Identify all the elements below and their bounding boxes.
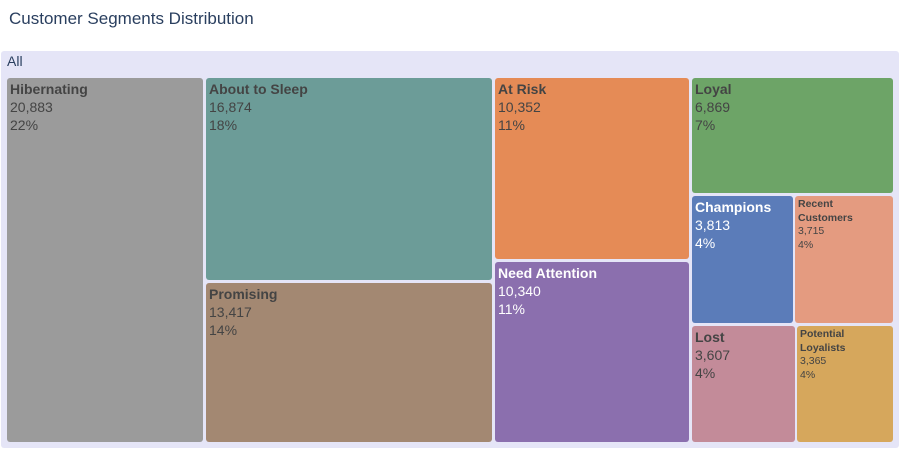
tile-at-risk[interactable]: At Risk 10,352 11% xyxy=(495,78,689,259)
tile-label: Promising xyxy=(209,286,278,302)
tile-percent: 4% xyxy=(798,238,814,251)
tile-recent-customers[interactable]: Recent Customers 3,715 4% xyxy=(795,196,893,323)
tile-lost[interactable]: Lost 3,607 4% xyxy=(692,326,795,442)
tile-percent: 14% xyxy=(209,322,238,338)
tile-promising[interactable]: Promising 13,417 14% xyxy=(206,283,492,442)
tile-loyal[interactable]: Loyal 6,869 7% xyxy=(692,78,893,193)
tile-value: 6,869 xyxy=(695,99,731,115)
tile-need-attention[interactable]: Need Attention 10,340 11% xyxy=(495,262,689,442)
tile-value: 3,607 xyxy=(695,347,731,363)
tile-percent: 4% xyxy=(800,368,816,381)
tile-percent: 11% xyxy=(498,117,525,133)
tile-champions[interactable]: Champions 3,813 4% xyxy=(692,196,793,323)
tile-label: Loyal xyxy=(695,81,732,97)
tile-percent: 22% xyxy=(10,117,39,133)
tile-value: 13,417 xyxy=(209,304,252,320)
tile-label: At Risk xyxy=(498,81,547,97)
tile-percent: 11% xyxy=(498,301,525,317)
tile-value: 3,813 xyxy=(695,217,731,233)
tile-label: Champions xyxy=(695,199,772,215)
tile-value: 3,715 xyxy=(798,225,825,237)
treemap-root-label: All xyxy=(7,53,23,69)
tile-value: 10,352 xyxy=(498,99,541,115)
tile-value: 16,874 xyxy=(209,99,252,115)
tile-percent: 7% xyxy=(695,117,716,133)
tile-potential-loyalists[interactable]: Potential Loyalists 3,365 4% xyxy=(797,326,893,442)
tile-value: 10,340 xyxy=(498,283,541,299)
tile-percent: 4% xyxy=(695,365,716,381)
tile-percent: 18% xyxy=(209,117,238,133)
chart-title: Customer Segments Distribution xyxy=(9,9,254,28)
tile-label: Potential Loyalists xyxy=(800,328,846,354)
tile-label: Hibernating xyxy=(10,81,88,97)
tile-about-to-sleep[interactable]: About to Sleep 16,874 18% xyxy=(206,78,492,280)
tile-label: Lost xyxy=(695,329,725,345)
tile-value: 3,365 xyxy=(800,355,827,367)
tile-hibernating[interactable]: Hibernating 20,883 22% xyxy=(7,78,203,442)
tile-label: About to Sleep xyxy=(209,81,308,97)
tile-label: Recent Customers xyxy=(798,198,853,224)
tile-label: Need Attention xyxy=(498,265,598,281)
tile-value: 20,883 xyxy=(10,99,53,115)
tile-percent: 4% xyxy=(695,235,716,251)
